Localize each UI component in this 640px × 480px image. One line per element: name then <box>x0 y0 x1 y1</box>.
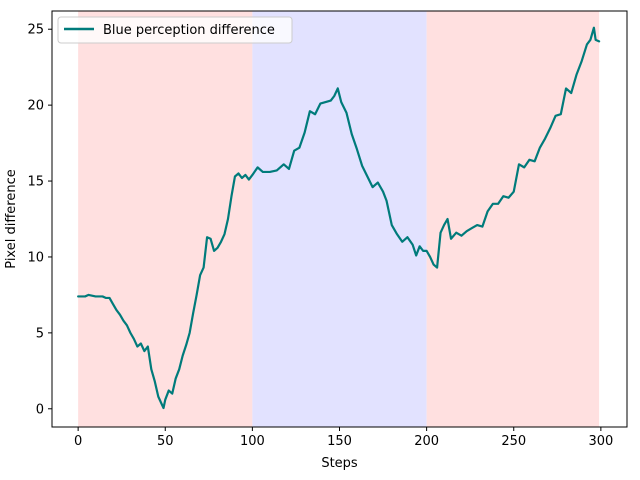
y-tick-label: 15 <box>27 175 44 190</box>
x-tick-label: 150 <box>327 434 352 449</box>
x-axis: 0 50 100 150 200 250 300 <box>74 427 613 449</box>
x-tick-label: 250 <box>501 434 526 449</box>
y-tick-label: 25 <box>27 23 44 38</box>
legend-entry: Blue perception difference <box>103 23 275 38</box>
background-band-2 <box>426 11 600 427</box>
x-tick-label: 200 <box>414 434 439 449</box>
y-tick-label: 5 <box>36 326 44 341</box>
x-axis-label: Steps <box>321 456 358 471</box>
y-tick-label: 10 <box>27 250 44 265</box>
legend: Blue perception difference <box>57 16 293 44</box>
background-band-0 <box>78 11 253 427</box>
x-tick-label: 100 <box>240 434 265 449</box>
plot-area <box>77 26 601 410</box>
y-tick-label: 20 <box>27 99 44 114</box>
y-tick-label: 0 <box>36 402 44 417</box>
x-tick-label: 0 <box>74 434 82 449</box>
legend-box <box>57 16 293 44</box>
background-bands <box>78 11 600 427</box>
y-axis-label: Pixel difference <box>4 169 19 268</box>
series-line-0 <box>77 26 601 410</box>
background-band-1 <box>252 11 427 427</box>
x-tick-label: 50 <box>157 434 174 449</box>
x-tick-label: 300 <box>588 434 613 449</box>
y-axis: 0 5 10 15 20 25 <box>27 23 52 417</box>
